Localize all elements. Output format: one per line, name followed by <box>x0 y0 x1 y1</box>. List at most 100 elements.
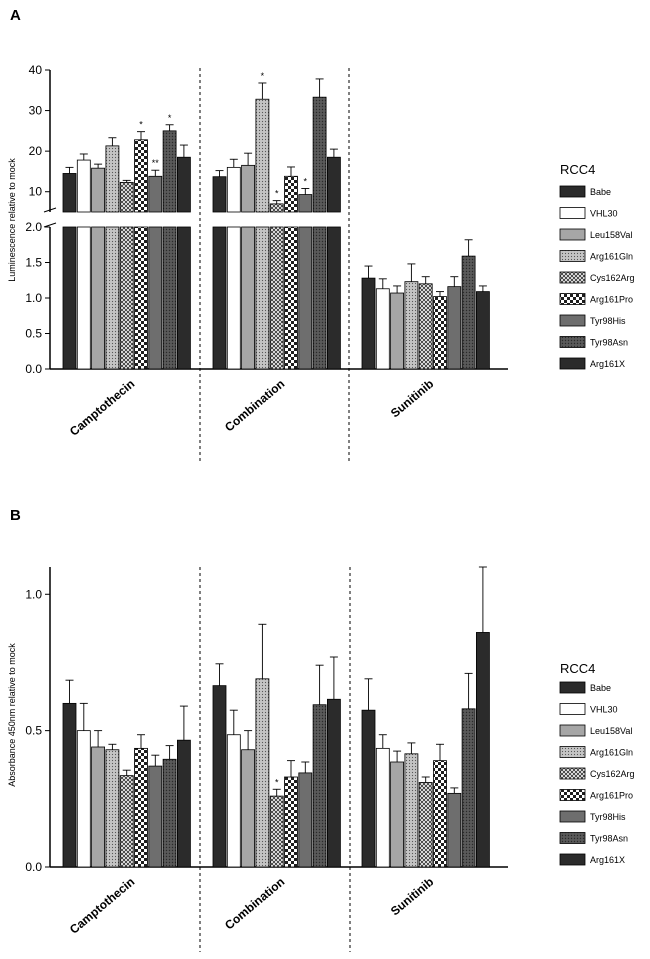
legend-label: Tyr98His <box>590 812 626 822</box>
bar <box>361 277 376 370</box>
bar <box>212 685 227 868</box>
bar-lower-segment <box>212 226 227 370</box>
legend-label: Leu158Val <box>590 230 632 240</box>
legend-item-arg161gln: Arg161Gln <box>559 250 633 262</box>
legend-item-tyr98asn: Tyr98Asn <box>559 832 628 844</box>
panel-b-bar-sunitinib-arg161x <box>475 566 490 868</box>
bar <box>284 776 298 868</box>
bar-upper-segment <box>284 175 298 213</box>
legend-panel-a: RCC4 Babe VHL30 Leu158Val Arg161Gln Cys162Arg… <box>559 162 635 370</box>
bar-lower-segment <box>91 226 105 370</box>
legend-swatch <box>559 250 586 262</box>
bar-upper-segment <box>212 176 227 213</box>
panel-b-bar-sunitinib-babe <box>361 678 376 868</box>
panel-a-bar-sunitinib-cys162arg <box>418 276 433 370</box>
panel-a-bar-camptothecin-arg161pro: * <box>134 120 148 370</box>
panel-b-tick-label: 1.0 <box>25 587 42 601</box>
bar-upper-segment <box>162 130 177 213</box>
bar-lower-segment <box>226 226 241 370</box>
bar <box>461 255 476 370</box>
bar-upper-segment <box>241 164 256 213</box>
panel-b-bar-sunitinib-arg161pro <box>433 743 447 868</box>
panel-a-bar-combination-arg161gln: * <box>255 71 270 370</box>
bar <box>390 761 405 868</box>
bar-upper-segment <box>91 167 105 213</box>
legend-label: Tyr98His <box>590 316 626 326</box>
bar-lower-segment <box>176 226 191 370</box>
panel-b-bar-sunitinib-cys162arg <box>418 776 433 868</box>
bar-lower-segment <box>312 226 327 370</box>
legend-item-arg161pro: Arg161Pro <box>559 789 633 801</box>
panel-a-bar-sunitinib-tyr98asn <box>461 239 476 370</box>
panel-b-bar-sunitinib-leu158val <box>390 750 405 868</box>
legend-label: Arg161Pro <box>590 791 633 801</box>
bar <box>298 772 313 868</box>
panel-a-category-sunitinib: Sunitinib <box>388 377 436 421</box>
bar-upper-segment <box>326 156 341 213</box>
panel-b-bar-combination-tyr98his <box>298 761 313 868</box>
legend-label: Cys162Arg <box>590 769 635 779</box>
panel-b-letter: B <box>10 507 21 524</box>
panel-b-ylabel: Absorbance 450nm relative to mock <box>7 643 17 787</box>
panel-a-bar-combination-babe <box>212 170 227 370</box>
legend-swatch <box>559 293 586 305</box>
significance-marker: * <box>261 71 265 81</box>
panel-b-bar-camptothecin-arg161x <box>176 705 191 868</box>
panel-a-bar-camptothecin-babe <box>62 166 77 370</box>
legend-item-vhl30: VHL30 <box>559 207 618 219</box>
panel-b-bar-combination-tyr98asn <box>312 664 327 868</box>
bar <box>162 758 177 868</box>
legend-swatch <box>559 853 586 866</box>
panel-a-lower-tick-label: 2.0 <box>25 220 42 234</box>
legend-swatch <box>559 810 586 823</box>
panel-a-bar-sunitinib-arg161gln <box>404 263 419 370</box>
panel-a-bar-combination-leu158val <box>241 152 256 370</box>
bar-lower-segment <box>134 226 148 370</box>
panel-b-tick-label: 0.0 <box>25 860 42 874</box>
legend-label: Arg161Gln <box>590 748 633 758</box>
bar <box>447 792 462 868</box>
bar-upper-segment <box>226 166 241 213</box>
legend-swatch <box>559 357 586 370</box>
bar <box>62 702 77 868</box>
significance-marker: * <box>168 113 172 123</box>
bar <box>447 286 462 370</box>
legend-item-leu158val: Leu158Val <box>559 228 632 241</box>
bar-upper-segment <box>62 173 77 213</box>
panel-b-bar-camptothecin-tyr98his <box>148 754 163 868</box>
bar <box>76 730 91 868</box>
bar <box>269 795 284 868</box>
legend-swatch <box>559 832 586 844</box>
legend-item-tyr98his: Tyr98His <box>559 314 626 327</box>
legend-label: Tyr98Asn <box>590 834 628 844</box>
legend-label: Cys162Arg <box>590 273 635 283</box>
legend-panel-b: RCC4 Babe VHL30 Leu158Val Arg161Gln Cys162Arg… <box>559 661 635 866</box>
panel-b-tick-label: 0.5 <box>25 724 42 738</box>
panel-a-lower-tick-label: 1.5 <box>25 256 42 270</box>
legend-item-babe: Babe <box>559 185 611 198</box>
bar-upper-segment <box>298 194 313 213</box>
significance-marker: * <box>139 120 143 130</box>
bar-lower-segment <box>326 226 341 370</box>
panel-a-letter: A <box>10 7 21 24</box>
bar <box>433 760 447 868</box>
bar <box>375 747 390 868</box>
legend-label: Arg161Gln <box>590 252 633 262</box>
legend-swatch <box>559 767 586 780</box>
panel-a-bar-combination-arg161pro <box>284 166 298 370</box>
legend-swatch <box>559 207 586 219</box>
legend-swatch <box>559 314 586 327</box>
panel-b-bar-combination-arg161pro <box>284 760 298 868</box>
legend-swatch <box>559 185 586 198</box>
bar <box>134 747 148 868</box>
panel-a-lower-tick-label: 1.0 <box>25 291 42 305</box>
legend-item-arg161gln: Arg161Gln <box>559 746 633 758</box>
bar-lower-segment <box>119 226 134 370</box>
legend-swatch <box>559 703 586 715</box>
significance-marker: * <box>304 176 308 186</box>
legend-item-leu158val: Leu158Val <box>559 724 632 737</box>
panel-b-bar-camptothecin-vhl30 <box>76 702 91 868</box>
legend-item-cys162arg: Cys162Arg <box>559 767 635 780</box>
bar <box>418 782 433 868</box>
